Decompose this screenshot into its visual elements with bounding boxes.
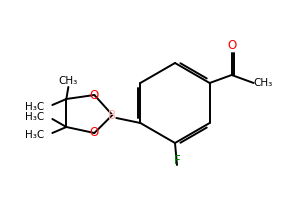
Text: O: O: [90, 88, 99, 101]
Text: O: O: [90, 127, 99, 139]
Text: CH₃: CH₃: [253, 78, 272, 88]
Text: CH₃: CH₃: [59, 76, 78, 86]
Text: F: F: [174, 154, 180, 168]
Text: H₃C: H₃C: [25, 102, 44, 112]
Text: H₃C: H₃C: [25, 130, 44, 140]
Text: O: O: [227, 38, 236, 51]
Text: H₃C: H₃C: [25, 112, 44, 122]
Text: B: B: [108, 108, 117, 122]
